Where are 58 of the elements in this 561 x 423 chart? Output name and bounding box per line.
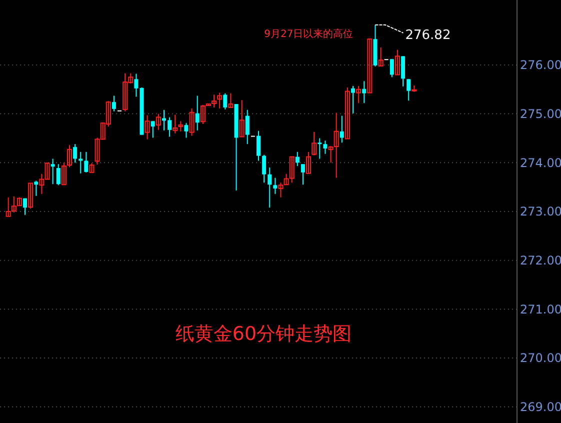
y-tick-label: 273.00 <box>520 204 561 219</box>
candlestick <box>144 114 150 140</box>
candlestick <box>184 122 188 138</box>
y-tick-label: 272.00 <box>520 254 561 268</box>
candlestick <box>172 114 178 134</box>
candlestick <box>239 100 244 138</box>
candlestick <box>178 120 184 132</box>
candlestick <box>312 131 317 156</box>
candlestick <box>84 151 88 173</box>
candlestick <box>378 46 384 66</box>
candlestick <box>344 86 350 140</box>
candlestick <box>406 78 411 102</box>
annotation: 9月27日以来的高位 <box>264 28 354 40</box>
candlestick <box>256 130 260 162</box>
candlestick <box>401 56 406 87</box>
y-tick-label: 271.00 <box>520 302 561 316</box>
candlestick <box>295 151 300 167</box>
candlestick <box>223 92 228 110</box>
candlestick <box>318 138 322 160</box>
candlestick <box>150 120 155 138</box>
candlestick <box>273 177 278 194</box>
candlestick <box>394 49 400 76</box>
candlestick <box>78 151 83 174</box>
candlestick <box>50 158 55 185</box>
y-tick-label: 270.00 <box>520 351 561 366</box>
candlestick <box>340 115 344 144</box>
candlestick <box>112 95 116 112</box>
candlestick <box>195 95 200 131</box>
candlestick <box>134 73 138 98</box>
candlestick <box>356 85 362 104</box>
candlestick <box>300 164 305 186</box>
candlestick <box>28 182 34 210</box>
candlestick <box>56 164 60 186</box>
candlestick <box>245 109 250 145</box>
candlestick <box>367 38 372 94</box>
candlestick <box>362 80 366 104</box>
candlestick <box>73 144 78 164</box>
candlestick <box>390 58 394 78</box>
candlestick <box>156 113 161 130</box>
candlestick <box>306 151 312 174</box>
text: 纸黄金60分钟走势图 <box>175 323 352 345</box>
candlestick <box>34 180 38 196</box>
candlestick <box>61 162 66 186</box>
candlestick <box>189 108 194 136</box>
candlestick <box>228 92 234 108</box>
annotation: 276.82 <box>405 28 451 43</box>
candlestick <box>89 162 94 173</box>
y-tick-label: 276.00 <box>520 58 561 72</box>
candlestick <box>268 167 272 208</box>
candlestick <box>23 198 28 216</box>
candlestick <box>217 92 222 109</box>
y-tick-label: 275.00 <box>520 107 561 122</box>
y-tick-label: 274.00 <box>520 156 561 170</box>
candlestick <box>351 85 356 114</box>
candlestick <box>323 140 328 154</box>
candlestick <box>262 154 266 184</box>
candlestick <box>66 144 72 168</box>
y-tick-label: 269.00 <box>520 400 561 414</box>
